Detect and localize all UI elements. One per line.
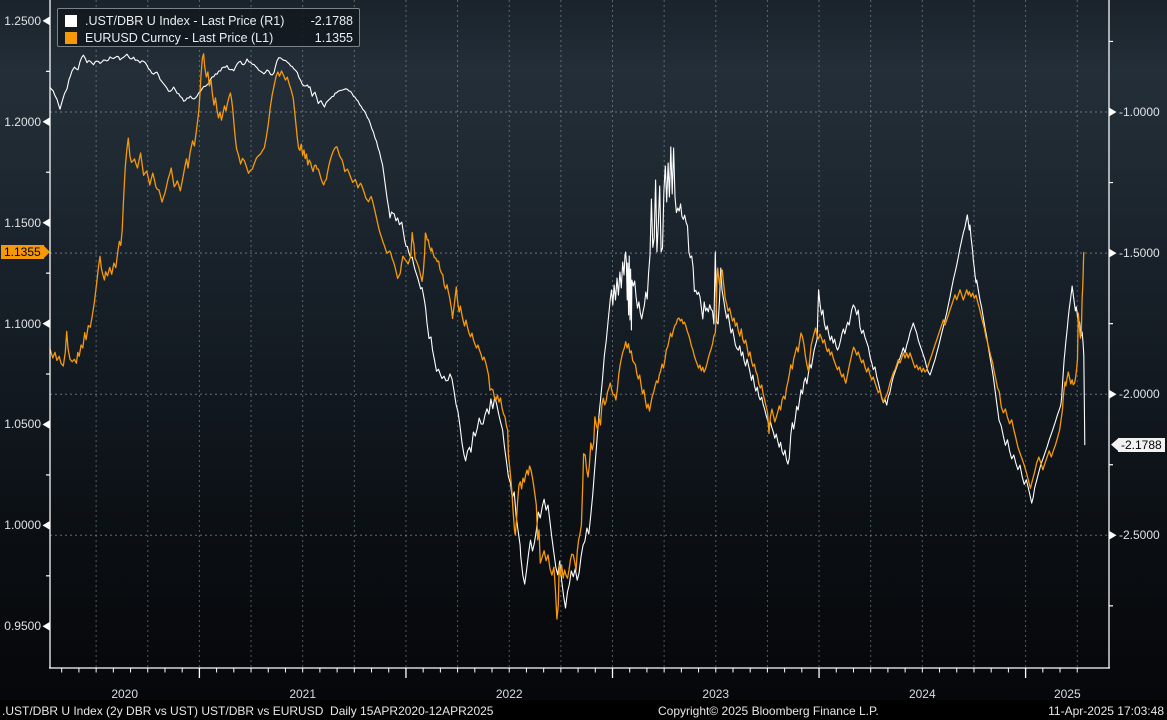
left-tick-arrow-icon: [42, 319, 50, 329]
right-axis-tick-label: -2.5000: [1119, 528, 1160, 543]
footer-copyright: Copyright© 2025 Bloomberg Finance L.P.: [658, 704, 879, 718]
footer-timestamp: 11-Apr-2025 17:03:48: [1048, 704, 1164, 718]
eurusd-line[interactable]: [49, 53, 1085, 620]
left-tick-arrow-icon: [42, 419, 50, 429]
legend[interactable]: .UST/DBR U Index - Last Price (R1) -2.17…: [57, 8, 360, 47]
right-tick-arrow-icon: [1109, 107, 1117, 117]
last-price-badge-ustdbr[interactable]: -2.1788: [1118, 437, 1165, 452]
x-axis-year-label: 2024: [908, 687, 936, 701]
chart-background: [0, 0, 1167, 700]
right-axis-tick-label: -1.5000: [1119, 246, 1160, 261]
left-tick-arrow-icon: [42, 621, 50, 631]
left-axis-tick-label: 0.9500: [4, 619, 41, 634]
right-tick-arrow-icon: [1109, 248, 1117, 258]
left-axis-tick-label: 1.1000: [4, 316, 41, 331]
x-axis-year-label: 2020: [111, 687, 139, 701]
left-axis-tick-label: 1.1500: [4, 215, 41, 230]
left-tick-arrow-icon: [42, 16, 50, 26]
left-axis-tick-label: 1.2500: [4, 13, 41, 28]
legend-item-eurusd[interactable]: EURUSD Curncy - Last Price (L1) 1.1355: [65, 30, 353, 46]
footer-description: .UST/DBR U Index (2y DBR vs UST) UST/DBR…: [2, 704, 494, 718]
right-tick-arrow-icon: [1109, 389, 1117, 399]
legend-label: EURUSD Curncy - Last Price (L1): [85, 31, 274, 45]
left-tick-arrow-icon: [42, 117, 50, 127]
left-tick-arrow-icon: [42, 520, 50, 530]
footer-bar: .UST/DBR U Index (2y DBR vs UST) UST/DBR…: [0, 700, 1167, 720]
right-badge-arrow-icon: [1111, 437, 1119, 452]
eurusd-swatch-icon: [65, 32, 77, 44]
x-axis-year-label: 2023: [702, 687, 730, 701]
x-axis-year-label: 2021: [289, 687, 317, 701]
last-price-badge-eurusd[interactable]: 1.1355: [1, 244, 44, 259]
x-axis-year-label: 2022: [495, 687, 523, 701]
ustdbr-line[interactable]: [49, 53, 1086, 609]
legend-value: -2.1788: [310, 14, 353, 28]
x-axis-year-label: 2025: [1053, 687, 1081, 701]
left-badge-arrow-icon: [43, 244, 50, 259]
legend-value: 1.1355: [314, 31, 353, 45]
right-axis-tick-label: -2.0000: [1119, 387, 1160, 402]
left-axis-tick-label: 1.0000: [4, 518, 41, 533]
left-axis-tick-label: 1.0500: [4, 417, 41, 432]
ustdbr-swatch-icon: [65, 15, 77, 27]
right-axis-tick-label: -1.0000: [1119, 104, 1160, 119]
legend-item-ustdbr[interactable]: .UST/DBR U Index - Last Price (R1) -2.17…: [65, 13, 353, 29]
legend-label: .UST/DBR U Index - Last Price (R1): [85, 14, 285, 28]
right-tick-arrow-icon: [1109, 530, 1117, 540]
left-axis-tick-label: 1.2000: [4, 114, 41, 129]
